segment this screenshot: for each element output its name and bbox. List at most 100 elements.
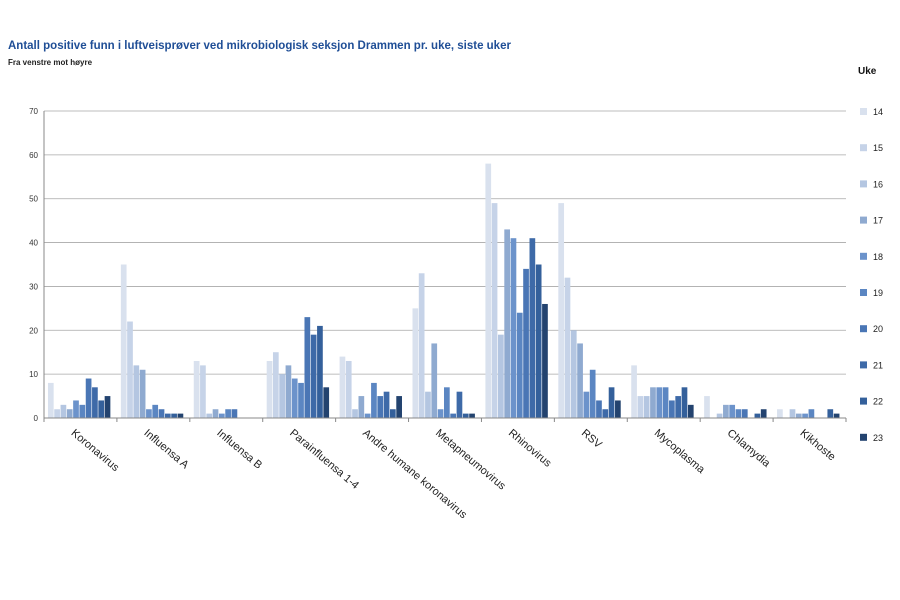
legend-label: 15 [873,143,883,153]
legend-swatch [860,361,867,369]
category-label: Influensa B [214,427,264,472]
bar [358,396,365,418]
bar [602,409,609,418]
y-tick-label: 70 [29,107,38,116]
legend-swatch [860,144,867,152]
bar [396,396,402,418]
bar [827,409,834,418]
bar [808,409,815,418]
bar [596,400,602,418]
legend-swatch [860,180,867,188]
bar [789,409,796,418]
bar [516,312,523,418]
bars [47,163,840,418]
bar [339,356,346,418]
bar [54,409,60,418]
bar [523,268,529,418]
bar [491,203,498,418]
category-label: Influensa A [141,427,191,472]
category-label: Mycoplasma [652,427,708,476]
bar [266,360,273,418]
bar [669,400,675,418]
grid-lines [44,110,846,375]
bar [577,343,583,418]
bar [802,413,808,418]
bar [371,382,377,418]
legend-label: 16 [873,179,883,189]
category-label: Rhinovirus [506,427,554,470]
bar [437,409,444,418]
legend-label: 20 [873,324,883,334]
bar [364,413,371,418]
bar [164,413,171,418]
bar [304,317,311,418]
bar [498,334,504,418]
bar [200,365,206,418]
bar [389,409,396,418]
bar [152,404,159,418]
bar [723,404,729,418]
bar [650,387,656,418]
category-label: Parainfluensa 1-4 [287,427,361,492]
category-label: Metapneumovirus [433,427,508,493]
category-label: Chlamydia [725,427,773,470]
bar [564,277,571,418]
bar [298,382,304,418]
bar [120,264,127,418]
bar [681,387,688,418]
bar [285,365,292,418]
bar [317,325,323,418]
bar [139,369,146,418]
bar [777,409,783,418]
bar [425,391,431,418]
bar [291,378,298,418]
bar [833,413,840,418]
bar [66,409,73,418]
bar [662,387,669,418]
legend-swatch [860,108,867,115]
bar [60,404,67,418]
legend-label: 19 [873,288,883,298]
y-tick-label: 10 [29,370,38,379]
bar [608,387,615,418]
bar [272,352,279,418]
legend: 14 15 16 17 18 19 20 21 22 23 [860,107,883,443]
bar [485,163,492,418]
y-tick-label: 50 [29,195,38,204]
bar [462,413,469,418]
legend-swatch [860,433,867,441]
y-tick-label: 30 [29,282,38,291]
bar [456,391,463,418]
bar [510,238,517,418]
bar [279,374,285,418]
bar [171,413,177,418]
bar [535,264,542,418]
bar [127,321,133,418]
bar [795,413,802,418]
legend-label: 22 [873,397,883,407]
legend-label: 21 [873,360,883,370]
bar [352,409,358,418]
bar [735,409,742,418]
bar [444,387,450,418]
bar [92,387,98,418]
chart-subtitle: Fra venstre mot høyre [8,58,93,67]
bar [225,409,231,418]
bar [729,404,736,418]
legend-swatch [860,216,867,224]
bar [716,413,723,418]
bar [583,391,590,418]
bar [589,369,596,418]
bar [637,396,644,418]
bar [469,413,475,418]
category-label: Kikhoste [798,427,838,463]
bar [615,400,621,418]
legend-swatch [860,325,867,333]
bar [85,378,92,418]
category-label: Koronavirus [69,427,122,474]
y-tick-label: 40 [29,239,38,248]
bar [558,203,565,418]
bar [218,413,225,418]
bar [542,303,548,418]
